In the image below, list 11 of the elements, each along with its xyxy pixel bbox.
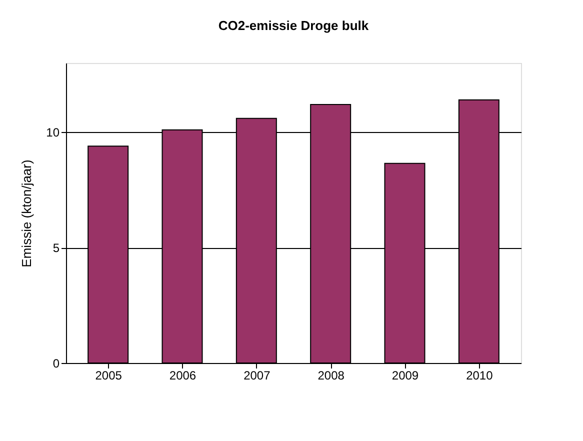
- x-tick-label: 2006: [169, 368, 196, 382]
- x-tick-label: 2009: [392, 368, 419, 382]
- y-tick-label: 5: [52, 241, 60, 256]
- y-tick-label: 10: [46, 126, 60, 140]
- y-axis-title: Emissie (kton/jaar): [19, 160, 34, 268]
- y-tick-label: 0: [52, 356, 60, 370]
- x-tick-label: 2008: [318, 368, 345, 382]
- x-tick-label: 2007: [244, 368, 271, 382]
- x-tick-label: 2010: [466, 368, 494, 382]
- x-tick-label: 2005: [95, 368, 122, 382]
- chart-title: CO2-emissie Droge bulk: [218, 18, 370, 33]
